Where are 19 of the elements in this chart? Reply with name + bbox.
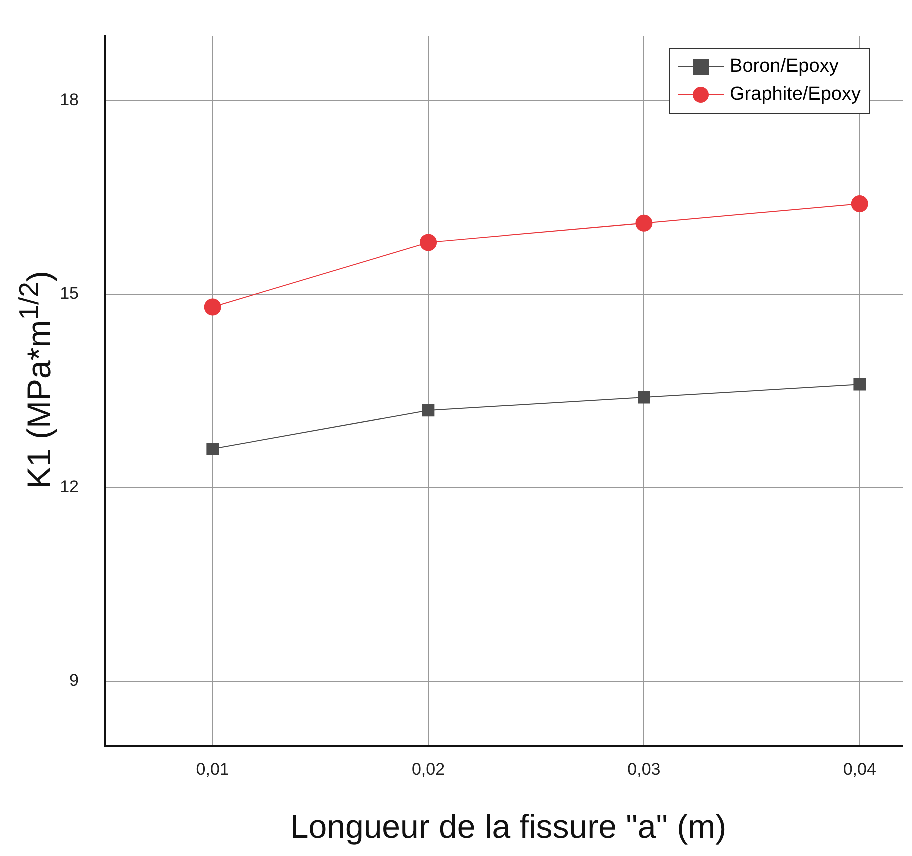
legend-label: Boron/Epoxy	[730, 56, 839, 78]
y-tick-label: 9	[70, 671, 79, 690]
point	[206, 443, 219, 456]
x-tick-label: 0,01	[196, 760, 230, 779]
x-tick-label: 0,04	[843, 760, 876, 779]
y-tick-label: 15	[60, 284, 79, 303]
point	[420, 234, 438, 252]
y-tick-label: 12	[60, 478, 79, 497]
point	[851, 195, 868, 212]
point	[638, 391, 650, 404]
x-tick-label: 0,02	[412, 760, 446, 779]
y-tick-label: 18	[60, 90, 79, 110]
point	[422, 404, 435, 417]
point	[636, 214, 653, 232]
legend-label: Graphite/Epoxy	[730, 84, 861, 106]
point	[854, 378, 866, 391]
x-axis-title: Longueur de la fissure "a" (m)	[289, 808, 728, 846]
x-tick-label: 0,03	[628, 760, 661, 779]
point	[204, 298, 222, 316]
